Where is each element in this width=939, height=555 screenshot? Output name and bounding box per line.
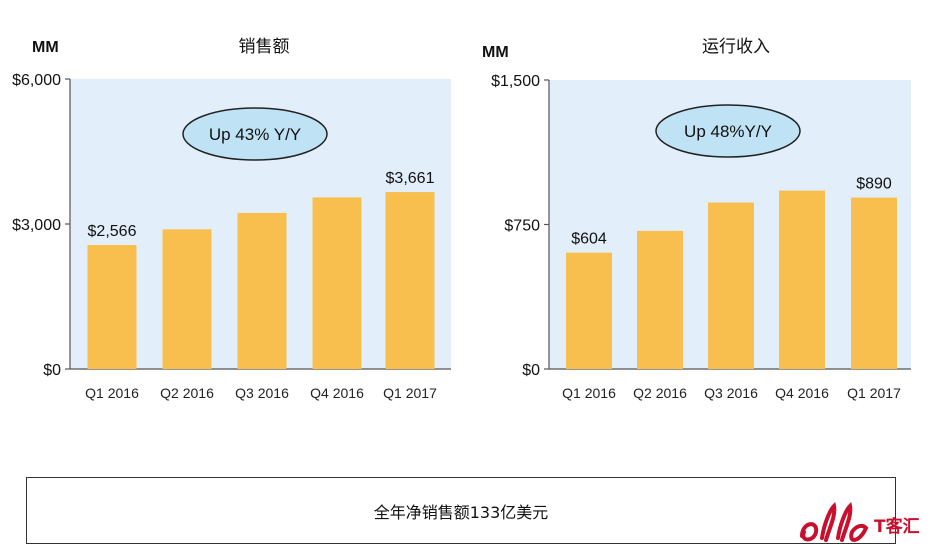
summary-caption: 全年净销售额133亿美元: [373, 502, 549, 522]
chart-1-bar: [385, 192, 435, 369]
chart-2-annotation-bubble: [655, 104, 801, 158]
summary-caption-box: 全年净销售额133亿美元: [26, 477, 896, 544]
chart-1-x-tick-label: Q3 2016: [235, 385, 289, 401]
chart-2-bar: [637, 230, 683, 369]
brand-logo: T客汇: [800, 502, 920, 542]
chart-2-title: 运行收入: [702, 37, 770, 57]
chart-1-x-tick-label: Q1 2017: [383, 385, 437, 401]
chart-1-bar: [312, 197, 362, 369]
chart-1-x-tick-label: Q2 2016: [160, 385, 214, 401]
chart-2-y-tick-label: $0: [522, 362, 540, 379]
chart-2-bar: [779, 190, 825, 369]
chart-1-bar: [162, 229, 212, 369]
chart-2-annotation-text: Up 48%Y/Y: [684, 122, 772, 141]
chart-1-annotation-text: Up 43% Y/Y: [209, 125, 301, 144]
chart-2-unit-label: MM: [482, 44, 509, 61]
chart-1-y-tick-label: $3,000: [12, 217, 61, 234]
chart-2-y-tick-label: $1,500: [491, 73, 540, 90]
chart-1-x-tick-label: Q1 2016: [85, 385, 139, 401]
chart-1-x-tick-label: Q4 2016: [310, 385, 364, 401]
chart-1-y-tick-label: $0: [43, 362, 61, 379]
chart-2-bar: [708, 202, 754, 369]
chart-1-title: 销售额: [239, 37, 290, 57]
chart-2-x-tick-label: Q4 2016: [775, 385, 829, 401]
chart-2-bar: [851, 197, 897, 369]
chart-2-x-tick-label: Q1 2017: [847, 385, 901, 401]
chart-1-bar: [237, 212, 287, 369]
chart-2-data-label: $890: [856, 176, 892, 193]
chart-2-data-label: $604: [571, 231, 607, 248]
chart-1-unit-label: MM: [32, 39, 59, 56]
chart-2-y-tick-label: $750: [504, 218, 540, 235]
logo-mark-icon: [800, 502, 869, 542]
chart-1-bar: [87, 244, 137, 369]
chart-1-annotation-bubble: [182, 107, 328, 161]
logo-wordmark: T客汇: [874, 516, 920, 537]
chart-2-x-tick-label: Q3 2016: [704, 385, 758, 401]
chart-2-x-tick-label: Q1 2016: [562, 385, 616, 401]
chart-2-bar: [566, 252, 612, 369]
chart-1-y-tick-label: $6,000: [12, 72, 61, 89]
chart-2-x-tick-label: Q2 2016: [633, 385, 687, 401]
chart-1-data-label: $2,566: [88, 223, 137, 240]
chart-1-data-label: $3,661: [386, 170, 435, 187]
